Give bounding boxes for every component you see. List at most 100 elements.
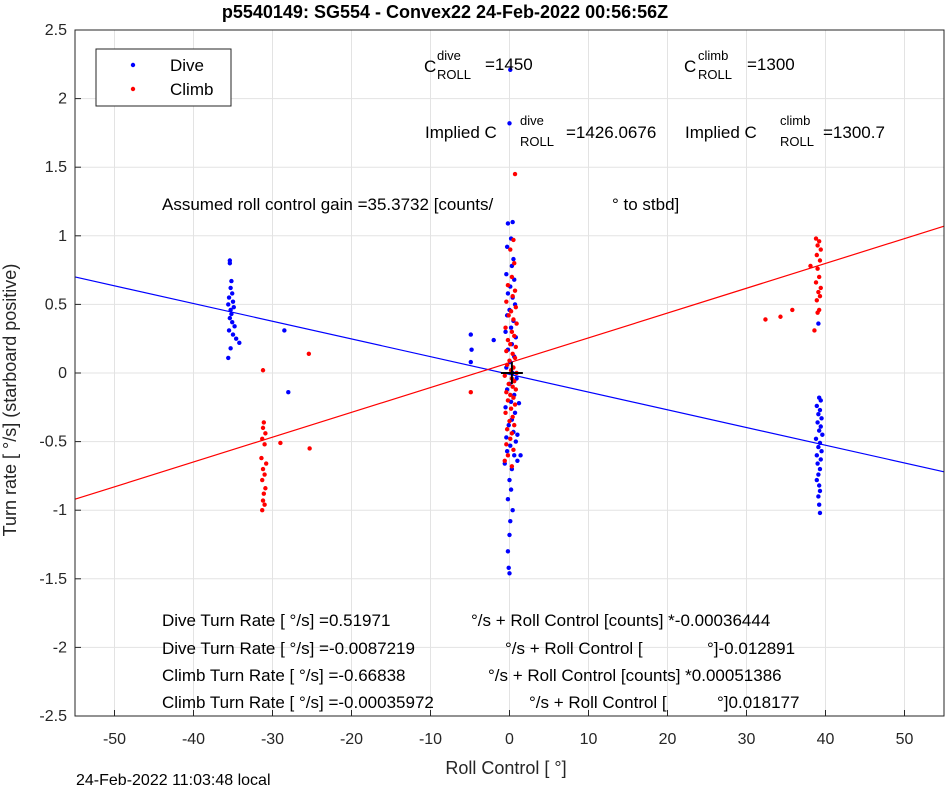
gain-annotation: Assumed roll control gain =35.3732 [coun…: [162, 195, 494, 214]
dive-point: [817, 440, 823, 446]
x-tick-label: -20: [340, 731, 363, 748]
implied-climb-sub: ROLL: [780, 134, 814, 149]
dive-point: [504, 272, 509, 277]
fit-equation-dive-counts-rest: °/s + Roll Control [counts] *-0.00036444: [471, 611, 770, 630]
dive-point: [229, 278, 234, 284]
climb-point: [505, 398, 511, 403]
dive-point: [504, 435, 509, 440]
legend: Dive Climb: [95, 48, 232, 107]
y-tick-label: 2: [58, 91, 67, 108]
climb-point: [511, 395, 516, 400]
fit-equation-climb-counts-rest: °/s + Roll Control [counts] *0.00051386: [488, 666, 782, 685]
dive-point: [505, 497, 511, 502]
legend-dive-label: Dive: [170, 56, 204, 75]
x-tick-label: 30: [738, 731, 756, 748]
dive-point: [817, 510, 823, 516]
dive-point: [507, 121, 512, 126]
y-tick-label: -0.5: [39, 434, 67, 451]
y-tick-label: 1: [58, 228, 67, 245]
dive-point: [230, 291, 235, 296]
climb-point: [278, 440, 283, 446]
x-tick-label: 10: [580, 731, 598, 748]
climb-point: [262, 442, 267, 447]
climb-point: [260, 498, 266, 503]
dive-point: [816, 502, 822, 507]
climb-point: [505, 337, 511, 343]
climb-point: [509, 329, 515, 335]
climb-point: [261, 491, 267, 496]
dive-point: [817, 488, 823, 494]
climb-point: [508, 341, 513, 347]
fit-equation-dive-degrees-rest: °]-0.012891: [707, 639, 795, 658]
climb-point: [778, 314, 783, 319]
climb-point: [504, 390, 509, 395]
dive-point: [231, 304, 236, 310]
dive-point: [505, 221, 511, 226]
climb-point: [260, 368, 266, 373]
climb-point: [814, 252, 820, 258]
y-tick-label: 1.5: [45, 159, 67, 176]
dive-point: [510, 508, 515, 513]
climb-point: [260, 508, 265, 513]
climb-point: [510, 351, 515, 356]
footer-timestamp: 24-Feb-2022 11:03:48 local: [76, 772, 271, 789]
y-tick-label: 2.5: [45, 22, 67, 39]
dive-point: [228, 346, 233, 351]
fit-equation-dive-counts: Dive Turn Rate [ °/s] =0.51971: [162, 611, 390, 630]
x-tick-label: 20: [659, 731, 677, 748]
c-roll-climb-sup: climb: [698, 48, 728, 63]
legend-box: [95, 48, 232, 107]
dive-point: [226, 355, 231, 361]
climb-point: [510, 293, 515, 299]
climb-point: [512, 171, 518, 177]
implied-dive-annotation: Implied C dive ROLL =1426.0676: [425, 113, 656, 149]
dive-point: [508, 325, 514, 330]
climb-point: [815, 266, 820, 271]
x-tick-label: 0: [505, 731, 514, 748]
dive-point: [518, 453, 523, 458]
dive-point: [507, 477, 512, 483]
dive-point: [512, 453, 517, 458]
dive-point: [818, 424, 823, 429]
fit-equation-climb-counts: Climb Turn Rate [ °/s] =-0.66838: [162, 666, 406, 685]
dive-point: [282, 328, 287, 333]
implied-dive-sub: ROLL: [520, 134, 554, 149]
climb-point: [512, 355, 518, 361]
c-roll-climb-annotation: C climb ROLL =1300: [684, 48, 795, 82]
c-roll-climb-sub: ROLL: [698, 67, 732, 82]
dive-point: [468, 332, 473, 337]
dive-point: [816, 411, 821, 417]
x-tick-label: -10: [419, 731, 442, 748]
dive-point: [237, 340, 242, 346]
dive-point: [491, 337, 496, 343]
dive-point: [230, 320, 235, 325]
dive-point: [504, 449, 510, 454]
dive-point: [226, 302, 231, 307]
y-tick-label: -1: [53, 502, 67, 519]
chart-title: p5540149: SG554 - Convex22 24-Feb-2022 0…: [222, 2, 668, 22]
climb-point: [513, 304, 519, 310]
dive-point: [814, 477, 820, 483]
c-roll-dive-annotation: C dive ROLL =1450: [424, 48, 533, 82]
x-tick-label: -30: [261, 731, 284, 748]
c-roll-dive-sup: dive: [437, 48, 461, 63]
y-tick-labels: -2.5 -2 -1.5 -1 -0.5 0 0.5 1 1.5 2 2.5: [39, 22, 81, 725]
climb-point: [507, 418, 512, 424]
y-tick-label: -2.5: [39, 708, 67, 725]
x-tick-label: 50: [896, 731, 914, 748]
climb-point: [763, 317, 768, 322]
climb-point: [504, 362, 510, 367]
dive-point: [506, 422, 511, 428]
dive-point: [515, 458, 520, 464]
dive-point: [820, 432, 825, 437]
dive-point: [814, 453, 820, 458]
climb-point: [504, 442, 509, 447]
climb-point: [512, 333, 517, 339]
climb-point: [817, 293, 823, 299]
fit-line-dive: [74, 276, 945, 473]
climb-point: [507, 358, 512, 363]
dive-point: [512, 410, 518, 415]
dive-point: [817, 407, 823, 413]
implied-climb-prefix: Implied C: [685, 123, 757, 142]
